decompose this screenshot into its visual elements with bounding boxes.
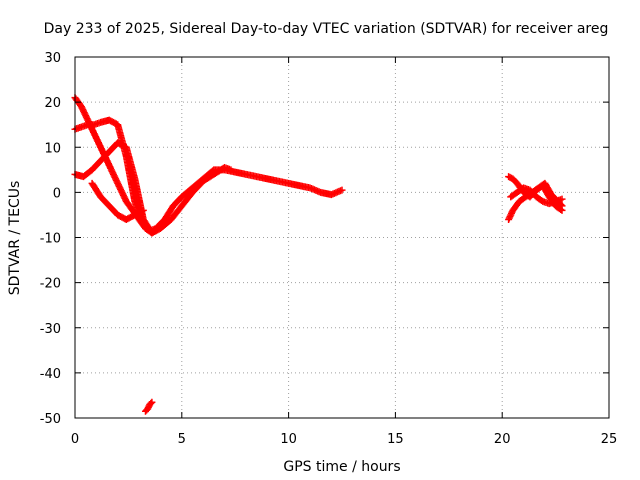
data-point bbox=[338, 186, 346, 194]
chart-title: Day 233 of 2025, Sidereal Day-to-day VTE… bbox=[44, 21, 609, 37]
data-points bbox=[71, 94, 566, 415]
series-trace-d bbox=[88, 179, 147, 223]
data-point bbox=[147, 399, 155, 407]
x-axis-label: GPS time / hours bbox=[283, 459, 400, 475]
x-tick-label: 10 bbox=[280, 432, 297, 447]
y-axis-label: SDTVAR / TECUs bbox=[7, 181, 23, 296]
y-tick-label: -40 bbox=[40, 367, 61, 382]
data-point bbox=[138, 207, 146, 215]
y-tick-label: -30 bbox=[40, 322, 61, 337]
axis-ticks: 0 5 10 15 20 25 -50 -40 -30 -20 -10 0 10 20 30 bbox=[40, 51, 618, 447]
grid-lines bbox=[75, 57, 609, 418]
data-point bbox=[557, 201, 565, 209]
y-tick-label: -10 bbox=[40, 232, 61, 247]
x-tick-label: 25 bbox=[601, 432, 618, 447]
data-point bbox=[148, 398, 156, 406]
y-tick-label: -50 bbox=[40, 412, 61, 427]
series-trace-c bbox=[71, 139, 235, 237]
series-trace-e bbox=[141, 398, 156, 415]
x-tick-label: 15 bbox=[387, 432, 404, 447]
y-tick-label: 20 bbox=[44, 96, 61, 111]
y-tick-label: 30 bbox=[44, 51, 61, 66]
x-tick-label: 0 bbox=[71, 432, 79, 447]
y-tick-label: -20 bbox=[40, 277, 61, 292]
data-point bbox=[139, 206, 147, 214]
data-point bbox=[558, 195, 566, 203]
y-tick-label: 10 bbox=[44, 141, 61, 156]
y-tick-label: 0 bbox=[53, 186, 61, 201]
data-point bbox=[227, 166, 235, 174]
x-tick-label: 5 bbox=[178, 432, 186, 447]
data-point bbox=[558, 202, 566, 210]
x-tick-label: 20 bbox=[494, 432, 511, 447]
series-trace-h bbox=[505, 179, 566, 223]
